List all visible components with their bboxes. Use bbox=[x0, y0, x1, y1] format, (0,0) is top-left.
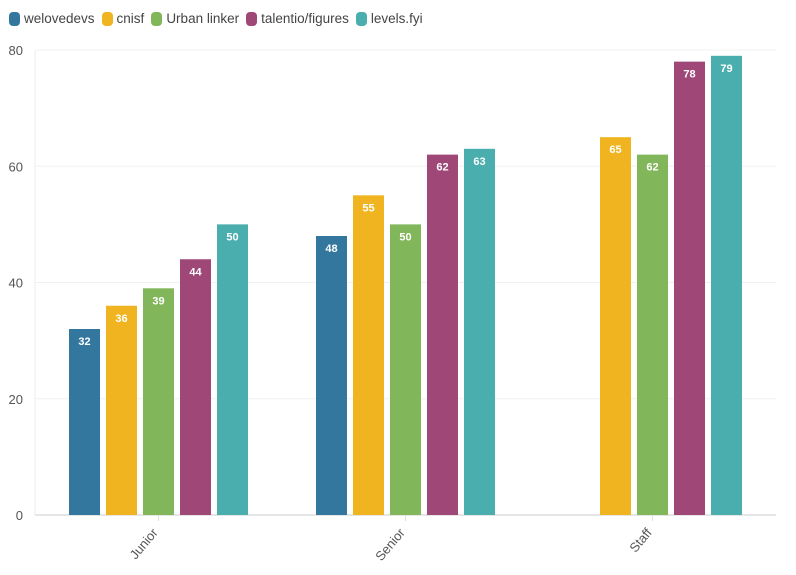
data-label: 36 bbox=[115, 313, 127, 325]
bar-senior-1 bbox=[353, 195, 384, 515]
x-tick-label: Junior bbox=[127, 525, 162, 562]
legend-swatch bbox=[151, 11, 163, 26]
data-label: 50 bbox=[226, 231, 238, 243]
data-label: 79 bbox=[720, 63, 732, 75]
bar-senior-0 bbox=[316, 236, 347, 515]
x-tick-label: Senior bbox=[372, 525, 408, 564]
data-label: 62 bbox=[436, 162, 448, 174]
data-label: 63 bbox=[473, 156, 485, 168]
bar-junior-3 bbox=[180, 259, 211, 515]
legend-item[interactable]: Urban linker bbox=[151, 11, 239, 26]
bar-staff-3 bbox=[674, 61, 705, 515]
y-tick-label: 80 bbox=[9, 43, 23, 58]
bar-junior-0 bbox=[69, 329, 100, 515]
data-label: 50 bbox=[399, 231, 411, 243]
y-tick-label: 60 bbox=[9, 159, 23, 174]
legend-label: Urban linker bbox=[166, 11, 240, 26]
bar-staff-1 bbox=[600, 137, 631, 515]
bar-staff-2 bbox=[637, 154, 668, 515]
bar-senior-4 bbox=[464, 148, 495, 515]
data-label: 48 bbox=[325, 243, 337, 255]
data-label: 62 bbox=[646, 162, 658, 174]
bar-junior-1 bbox=[106, 305, 137, 515]
legend-item[interactable]: talentio/figures bbox=[246, 11, 349, 26]
legend-swatch bbox=[246, 11, 258, 26]
legend-swatch bbox=[101, 11, 113, 26]
data-label: 65 bbox=[609, 144, 621, 156]
bar-senior-2 bbox=[390, 224, 421, 515]
legend-item[interactable]: cnisf bbox=[101, 11, 145, 26]
y-tick-label: 0 bbox=[16, 508, 23, 523]
y-tick-label: 20 bbox=[9, 392, 23, 407]
x-tick-label: Staff bbox=[626, 525, 655, 555]
bar-junior-2 bbox=[143, 288, 174, 515]
legend-label: levels.fyi bbox=[370, 11, 423, 26]
y-tick-label: 40 bbox=[9, 276, 23, 291]
legend: welovedevs cnisf Urban linker talentio/figu… bbox=[9, 11, 423, 26]
data-label: 55 bbox=[362, 202, 374, 214]
data-label: 32 bbox=[78, 336, 90, 348]
data-label: 44 bbox=[189, 266, 202, 278]
legend-label: talentio/figures bbox=[261, 11, 349, 26]
data-label: 39 bbox=[152, 295, 164, 307]
bar-senior-3 bbox=[427, 154, 458, 515]
legend-label: welovedevs bbox=[24, 11, 95, 26]
bar-staff-4 bbox=[711, 55, 742, 515]
legend-label: cnisf bbox=[116, 11, 145, 26]
data-label: 78 bbox=[683, 69, 695, 81]
bar-junior-4 bbox=[217, 224, 248, 515]
legend-item[interactable]: levels.fyi bbox=[355, 11, 423, 26]
legend-swatch bbox=[9, 11, 20, 26]
legend-swatch bbox=[355, 11, 367, 26]
legend-item[interactable]: welovedevs bbox=[9, 11, 95, 26]
